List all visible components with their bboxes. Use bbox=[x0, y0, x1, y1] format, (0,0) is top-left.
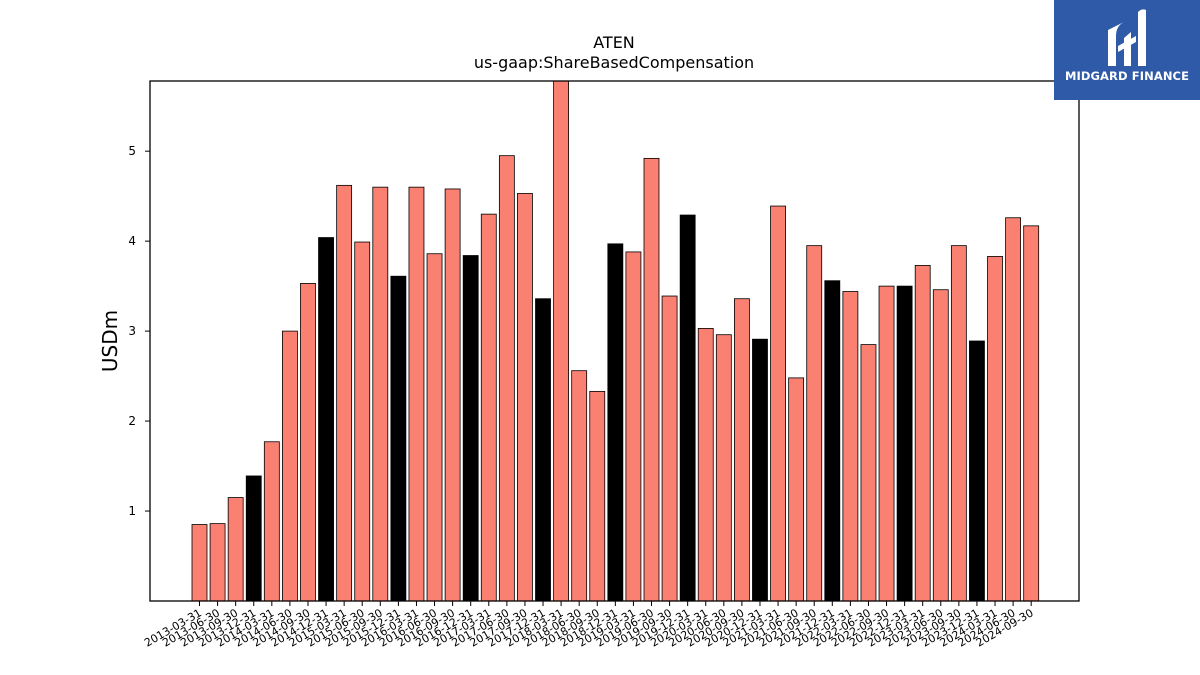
chart-subtitle: us-gaap:ShareBasedCompensation bbox=[474, 53, 754, 72]
bar-2014-12-31 bbox=[318, 237, 334, 602]
bar-2020-03-31 bbox=[697, 327, 714, 602]
y-tick-label: 4 bbox=[128, 234, 136, 248]
bar-2020-06-30 bbox=[715, 334, 732, 602]
bar-2018-09-30 bbox=[589, 390, 606, 602]
bar-2013-12-31 bbox=[245, 475, 262, 602]
bar-2023-03-31 bbox=[914, 265, 931, 602]
bar-2019-12-31 bbox=[679, 214, 696, 602]
bar-2014-09-30 bbox=[300, 283, 316, 602]
bar-2022-12-31 bbox=[896, 285, 913, 602]
bar-2016-09-30 bbox=[444, 188, 461, 602]
bar-2015-12-31 bbox=[390, 275, 407, 602]
x-axis-ticks: 2013-03-312013-06-302013-09-302013-12-31… bbox=[142, 601, 1036, 650]
brand-logo: MIDGARD FINANCE bbox=[1054, 0, 1200, 100]
bar-2021-06-30 bbox=[788, 377, 805, 602]
bar-2018-06-30 bbox=[571, 370, 588, 602]
bar-2013-06-30 bbox=[209, 523, 226, 602]
bar-2019-06-30 bbox=[643, 157, 660, 602]
bar-2014-03-31 bbox=[263, 441, 280, 602]
midgard-logo-icon bbox=[1108, 9, 1146, 67]
bar-2015-03-31 bbox=[336, 184, 353, 602]
bar-2017-09-30 bbox=[517, 193, 533, 602]
bar-2017-03-31 bbox=[480, 213, 497, 602]
bar-2023-09-30 bbox=[950, 245, 967, 602]
bar-2013-09-30 bbox=[227, 497, 244, 602]
y-tick-label: 3 bbox=[128, 324, 136, 338]
bar-2020-12-31 bbox=[752, 338, 768, 602]
bar-2021-03-31 bbox=[770, 205, 786, 602]
bar-2015-09-30 bbox=[372, 186, 389, 602]
bar-2017-06-30 bbox=[498, 155, 515, 602]
bar-2024-09-30 bbox=[1023, 225, 1040, 602]
bar-2014-06-30 bbox=[281, 330, 298, 602]
bar-2016-06-30 bbox=[426, 253, 443, 602]
bar-2013-03-31 bbox=[191, 524, 208, 602]
bar-2017-12-31 bbox=[535, 298, 551, 602]
chart-title: ATEN bbox=[593, 33, 635, 52]
y-axis-ticks: 1 2 3 4 5 bbox=[128, 144, 150, 518]
plot-frame bbox=[149, 80, 1080, 602]
y-tick-label: 2 bbox=[128, 414, 136, 428]
bar-2019-09-30 bbox=[661, 295, 678, 602]
bar-2018-03-31 bbox=[553, 80, 569, 602]
bar-2016-12-31 bbox=[462, 255, 479, 602]
bar-series bbox=[191, 80, 1040, 602]
y-tick-label: 1 bbox=[128, 504, 136, 518]
bar-2021-12-31 bbox=[824, 280, 841, 602]
brand-name: MIDGARD FINANCE bbox=[1064, 69, 1190, 83]
bar-2021-09-30 bbox=[806, 245, 823, 602]
bar-2024-06-30 bbox=[1005, 217, 1021, 602]
bar-2022-06-30 bbox=[860, 344, 877, 602]
bar-2022-09-30 bbox=[878, 285, 895, 602]
y-tick-label: 5 bbox=[128, 144, 136, 158]
bar-2018-12-31 bbox=[607, 243, 624, 602]
bar-2019-03-31 bbox=[625, 251, 642, 602]
bar-2024-03-31 bbox=[987, 256, 1003, 602]
bar-2016-03-31 bbox=[408, 186, 425, 602]
bar-2015-06-30 bbox=[354, 241, 371, 602]
y-axis-label: USDm bbox=[98, 310, 122, 372]
bar-2022-03-31 bbox=[842, 291, 859, 602]
bar-2023-12-31 bbox=[969, 340, 985, 602]
bar-2023-06-30 bbox=[932, 289, 949, 602]
bar-2020-09-30 bbox=[734, 298, 750, 602]
